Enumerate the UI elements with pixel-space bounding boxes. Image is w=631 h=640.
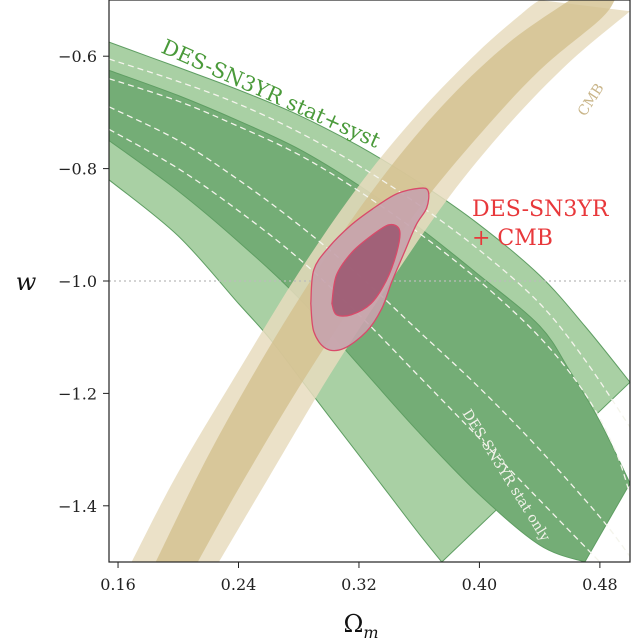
annotation-combined-line1: DES-SN3YR	[472, 197, 610, 222]
plot-area	[109, 0, 631, 562]
combined-inner-contour	[331, 223, 401, 317]
x-tick-label: 0.16	[100, 575, 136, 594]
x-tick-label: 0.24	[221, 575, 257, 594]
x-tick-label: 0.40	[462, 575, 498, 594]
annotation-combined-line2: + CMB	[472, 226, 553, 251]
x-tick-label: 0.32	[341, 575, 377, 594]
x-tick-label: 0.48	[582, 575, 618, 594]
sn-stat-only-outer-upper-line	[109, 58, 631, 428]
y-tick-label: −0.8	[58, 160, 97, 179]
y-tick-label: −1.4	[58, 497, 97, 516]
sn-stat-only-inner-lower-line	[109, 106, 631, 557]
x-axis-label-main: Ω	[343, 610, 363, 638]
y-tick-label: −0.6	[58, 47, 97, 66]
annotation-cmb: CMB	[575, 81, 608, 119]
x-axis-label-subscript: m	[363, 623, 378, 640]
axis-ticks: 0.16 0.24 0.32 0.40 0.48 −0.6 −0.8 −1.0 −1.2 −1.4	[58, 47, 618, 594]
y-tick-label: −1.0	[58, 272, 97, 291]
y-axis-label: w	[16, 268, 37, 296]
x-axis-label: Ωm	[343, 610, 378, 640]
cmb-inner-contour	[155, 0, 615, 562]
y-tick-label: −1.2	[58, 384, 97, 403]
